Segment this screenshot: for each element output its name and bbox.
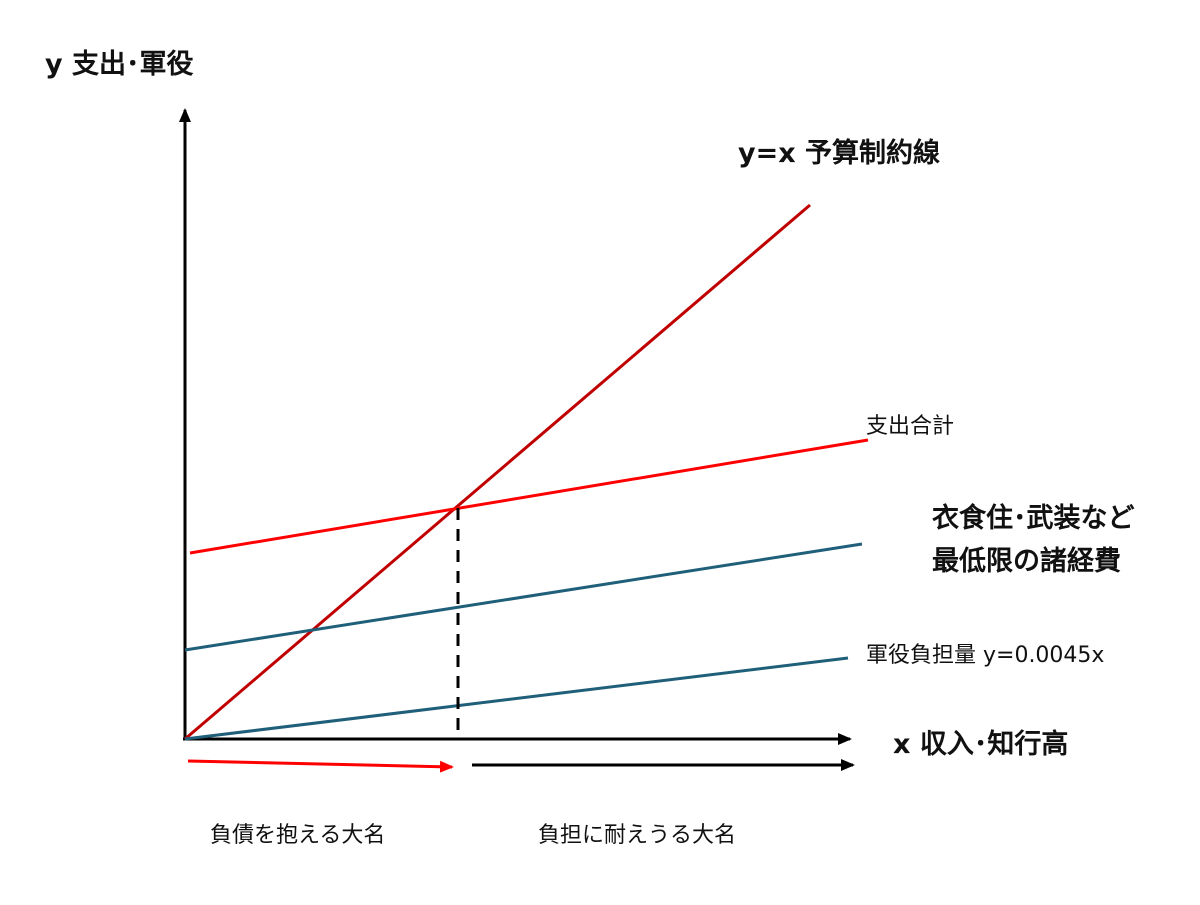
budget-line-label: y=x 予算制約線 — [738, 137, 940, 169]
total-expense-line — [189, 438, 869, 555]
expenses-label-line1: 衣食住･武装など — [932, 502, 1135, 534]
debt-daimyo-label: 負債を抱える大名 — [210, 823, 385, 848]
x-axis-label: x 収入･知行高 — [893, 728, 1068, 760]
debt-range-arrow — [187, 759, 454, 773]
military-burden-label: 軍役負担量 y=0.0045x — [866, 643, 1104, 668]
military-burden-line — [184, 656, 849, 741]
total-expense-label: 支出合計 — [866, 414, 954, 439]
y-axis-label: y 支出･軍役 — [45, 49, 194, 80]
budget-constraint-line — [184, 203, 811, 741]
minimum-expenses-line — [184, 542, 863, 652]
expenses-label-line2: 最低限の諸経費 — [932, 545, 1121, 577]
sustainable-daimyo-label: 負担に耐えうる大名 — [538, 823, 736, 848]
